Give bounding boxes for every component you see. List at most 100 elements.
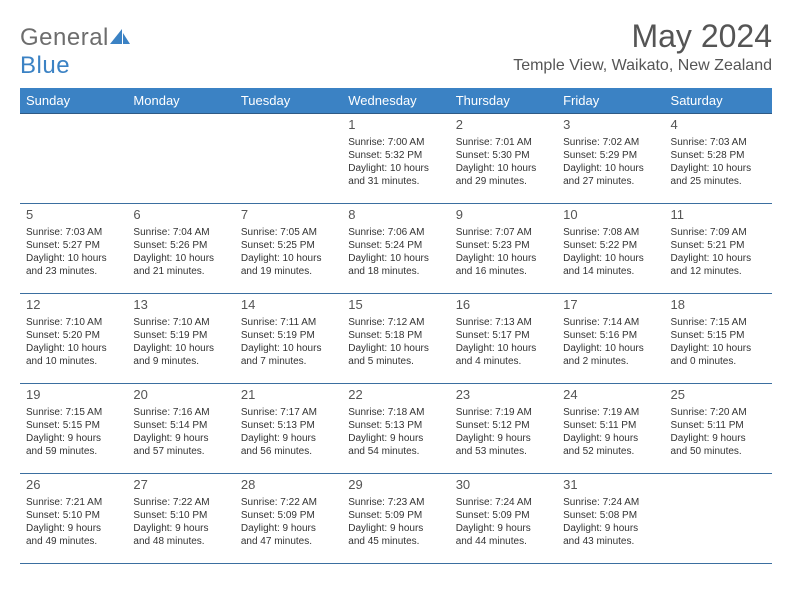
calendar-day-cell: 21Sunrise: 7:17 AMSunset: 5:13 PMDayligh… — [235, 384, 342, 474]
day-number: 3 — [563, 117, 658, 134]
sunset-text: Sunset: 5:20 PM — [26, 329, 121, 342]
day-header: Wednesday — [342, 88, 449, 114]
sunset-text: Sunset: 5:09 PM — [241, 509, 336, 522]
daylight-text: and 18 minutes. — [348, 265, 443, 278]
location-subtitle: Temple View, Waikato, New Zealand — [513, 57, 772, 75]
sunrise-text: Sunrise: 7:09 AM — [671, 226, 766, 239]
daylight-text: Daylight: 9 hours — [348, 522, 443, 535]
calendar-day-cell: 16Sunrise: 7:13 AMSunset: 5:17 PMDayligh… — [450, 294, 557, 384]
sunrise-text: Sunrise: 7:08 AM — [563, 226, 658, 239]
sunrise-text: Sunrise: 7:03 AM — [26, 226, 121, 239]
calendar-day-cell: 27Sunrise: 7:22 AMSunset: 5:10 PMDayligh… — [127, 474, 234, 564]
day-number: 7 — [241, 207, 336, 224]
sunset-text: Sunset: 5:19 PM — [133, 329, 228, 342]
calendar-day-cell: 25Sunrise: 7:20 AMSunset: 5:11 PMDayligh… — [665, 384, 772, 474]
daylight-text: Daylight: 10 hours — [456, 252, 551, 265]
daylight-text: and 0 minutes. — [671, 355, 766, 368]
day-number: 21 — [241, 387, 336, 404]
daylight-text: and 49 minutes. — [26, 535, 121, 548]
brand-name-part1: General — [20, 24, 109, 51]
day-header: Thursday — [450, 88, 557, 114]
day-number: 26 — [26, 477, 121, 494]
calendar-week-row: 5Sunrise: 7:03 AMSunset: 5:27 PMDaylight… — [20, 204, 772, 294]
sunrise-text: Sunrise: 7:13 AM — [456, 316, 551, 329]
calendar-table: Sunday Monday Tuesday Wednesday Thursday… — [20, 88, 772, 564]
sunset-text: Sunset: 5:17 PM — [456, 329, 551, 342]
day-number: 28 — [241, 477, 336, 494]
sunrise-text: Sunrise: 7:21 AM — [26, 496, 121, 509]
sunrise-text: Sunrise: 7:17 AM — [241, 406, 336, 419]
sunset-text: Sunset: 5:27 PM — [26, 239, 121, 252]
day-number: 10 — [563, 207, 658, 224]
daylight-text: and 12 minutes. — [671, 265, 766, 278]
day-number: 19 — [26, 387, 121, 404]
sunrise-text: Sunrise: 7:19 AM — [563, 406, 658, 419]
daylight-text: and 43 minutes. — [563, 535, 658, 548]
calendar-header-row: Sunday Monday Tuesday Wednesday Thursday… — [20, 88, 772, 114]
sunrise-text: Sunrise: 7:20 AM — [671, 406, 766, 419]
sunset-text: Sunset: 5:21 PM — [671, 239, 766, 252]
sunrise-text: Sunrise: 7:24 AM — [563, 496, 658, 509]
brand-name: General Blue — [20, 24, 131, 80]
sunset-text: Sunset: 5:16 PM — [563, 329, 658, 342]
daylight-text: and 10 minutes. — [26, 355, 121, 368]
daylight-text: and 47 minutes. — [241, 535, 336, 548]
calendar-day-cell: 15Sunrise: 7:12 AMSunset: 5:18 PMDayligh… — [342, 294, 449, 384]
calendar-day-cell: 20Sunrise: 7:16 AMSunset: 5:14 PMDayligh… — [127, 384, 234, 474]
page-header: General Blue May 2024 Temple View, Waika… — [20, 18, 772, 80]
daylight-text: and 7 minutes. — [241, 355, 336, 368]
sunrise-text: Sunrise: 7:23 AM — [348, 496, 443, 509]
calendar-day-cell: 7Sunrise: 7:05 AMSunset: 5:25 PMDaylight… — [235, 204, 342, 294]
daylight-text: Daylight: 9 hours — [563, 522, 658, 535]
calendar-day-cell: 17Sunrise: 7:14 AMSunset: 5:16 PMDayligh… — [557, 294, 664, 384]
sunset-text: Sunset: 5:11 PM — [563, 419, 658, 432]
daylight-text: and 48 minutes. — [133, 535, 228, 548]
sunset-text: Sunset: 5:08 PM — [563, 509, 658, 522]
daylight-text: Daylight: 10 hours — [563, 252, 658, 265]
day-number: 1 — [348, 117, 443, 134]
day-number: 25 — [671, 387, 766, 404]
sunset-text: Sunset: 5:18 PM — [348, 329, 443, 342]
daylight-text: Daylight: 10 hours — [241, 342, 336, 355]
daylight-text: Daylight: 10 hours — [348, 162, 443, 175]
daylight-text: and 5 minutes. — [348, 355, 443, 368]
daylight-text: Daylight: 9 hours — [241, 522, 336, 535]
sunset-text: Sunset: 5:26 PM — [133, 239, 228, 252]
daylight-text: Daylight: 10 hours — [671, 162, 766, 175]
sunrise-text: Sunrise: 7:12 AM — [348, 316, 443, 329]
brand-name-part2: Blue — [20, 52, 70, 79]
day-number: 15 — [348, 297, 443, 314]
daylight-text: and 50 minutes. — [671, 445, 766, 458]
sunset-text: Sunset: 5:13 PM — [348, 419, 443, 432]
sunset-text: Sunset: 5:10 PM — [26, 509, 121, 522]
sunset-text: Sunset: 5:14 PM — [133, 419, 228, 432]
day-number: 27 — [133, 477, 228, 494]
calendar-day-cell: 11Sunrise: 7:09 AMSunset: 5:21 PMDayligh… — [665, 204, 772, 294]
daylight-text: and 19 minutes. — [241, 265, 336, 278]
calendar-week-row: 19Sunrise: 7:15 AMSunset: 5:15 PMDayligh… — [20, 384, 772, 474]
day-number: 2 — [456, 117, 551, 134]
day-number: 22 — [348, 387, 443, 404]
sunset-text: Sunset: 5:09 PM — [456, 509, 551, 522]
daylight-text: and 23 minutes. — [26, 265, 121, 278]
daylight-text: and 27 minutes. — [563, 175, 658, 188]
day-number: 8 — [348, 207, 443, 224]
daylight-text: Daylight: 9 hours — [133, 432, 228, 445]
sunset-text: Sunset: 5:15 PM — [671, 329, 766, 342]
sunset-text: Sunset: 5:13 PM — [241, 419, 336, 432]
sunrise-text: Sunrise: 7:02 AM — [563, 136, 658, 149]
calendar-day-cell: 23Sunrise: 7:19 AMSunset: 5:12 PMDayligh… — [450, 384, 557, 474]
calendar-day-cell: 1Sunrise: 7:00 AMSunset: 5:32 PMDaylight… — [342, 114, 449, 204]
day-number: 5 — [26, 207, 121, 224]
daylight-text: Daylight: 10 hours — [563, 342, 658, 355]
sunset-text: Sunset: 5:19 PM — [241, 329, 336, 342]
calendar-day-cell: 28Sunrise: 7:22 AMSunset: 5:09 PMDayligh… — [235, 474, 342, 564]
daylight-text: Daylight: 10 hours — [26, 252, 121, 265]
sunset-text: Sunset: 5:12 PM — [456, 419, 551, 432]
sunrise-text: Sunrise: 7:01 AM — [456, 136, 551, 149]
sunrise-text: Sunrise: 7:10 AM — [133, 316, 228, 329]
sunset-text: Sunset: 5:25 PM — [241, 239, 336, 252]
calendar-day-cell: 5 Sunrise: 7:03 AMSunset: 5:27 PMDaylight… — [20, 204, 127, 294]
calendar-day-cell: 9Sunrise: 7:07 AMSunset: 5:23 PMDaylight… — [450, 204, 557, 294]
daylight-text: and 16 minutes. — [456, 265, 551, 278]
